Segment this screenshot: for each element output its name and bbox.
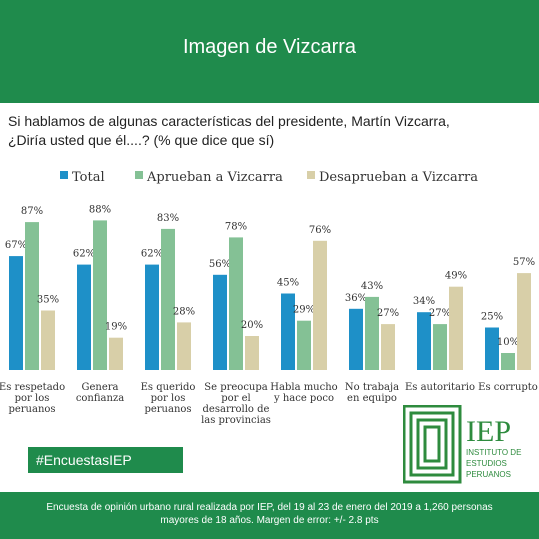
- data-label: 49%: [445, 271, 467, 282]
- category-label: Genera: [81, 382, 118, 393]
- footer-note: Encuesta de opinión urbano rural realiza…: [0, 492, 539, 539]
- bar: [213, 274, 227, 370]
- data-label: 45%: [277, 278, 299, 289]
- data-label: 87%: [21, 206, 43, 217]
- category-label: las provincias: [201, 415, 271, 426]
- bar: [109, 337, 123, 370]
- bar: [365, 296, 379, 370]
- legend-label: Desaprueban a Vizcarra: [319, 170, 478, 185]
- logo-sub-3: PERUANOS: [466, 470, 511, 479]
- data-label: 83%: [157, 213, 179, 224]
- bar: [313, 240, 327, 370]
- bar: [501, 353, 515, 370]
- data-label: 67%: [5, 240, 27, 251]
- logo-maze-icon: [403, 405, 462, 484]
- question-text: Si hablamos de algunas características d…: [8, 112, 533, 150]
- data-label: 62%: [141, 249, 163, 260]
- iep-logo: IEP INSTITUTO DE ESTUDIOS PERUANOS: [403, 405, 521, 484]
- data-label: 10%: [497, 337, 519, 348]
- category-label: No trabaja: [345, 382, 399, 393]
- page-title: Imagen de Vizcarra: [182, 36, 357, 58]
- category-label: por el: [221, 393, 251, 404]
- data-label: 78%: [225, 221, 247, 232]
- category-label: Habla mucho: [270, 382, 337, 393]
- bar: [349, 308, 363, 370]
- bar: [161, 228, 175, 370]
- bar: [25, 222, 39, 370]
- data-label: 88%: [89, 204, 111, 215]
- data-label: 35%: [37, 295, 59, 306]
- bar: [417, 312, 431, 370]
- bar: [449, 286, 463, 370]
- footer-line-2: mayores de 18 años. Margen de error: +/-…: [160, 515, 379, 526]
- bar: [433, 324, 447, 370]
- bar: [297, 320, 311, 370]
- bar: [93, 220, 107, 370]
- bar: [229, 237, 243, 370]
- legend-swatch: [60, 171, 68, 179]
- category-label: y hace poco: [273, 393, 334, 404]
- data-label: 20%: [241, 320, 263, 331]
- question-line-1: Si hablamos de algunas características d…: [8, 113, 450, 129]
- data-label: 25%: [481, 312, 503, 323]
- category-label: Es corrupto: [478, 382, 538, 393]
- legend-swatch: [307, 171, 315, 179]
- data-label: 28%: [173, 306, 195, 317]
- legend-label: Total: [72, 170, 105, 185]
- bar: [77, 264, 91, 370]
- data-label: 36%: [345, 293, 367, 304]
- category-label: Es respetado: [0, 382, 65, 393]
- hashtag-label: #EncuestasIEP: [28, 447, 183, 473]
- logo-sub-2: ESTUDIOS: [466, 459, 507, 468]
- bar: [41, 310, 55, 370]
- bar: [245, 336, 259, 370]
- category-label: confianza: [76, 393, 124, 404]
- logo-sub-1: INSTITUTO DE: [466, 448, 521, 457]
- data-label: 27%: [377, 308, 399, 319]
- bar: [381, 324, 395, 370]
- category-label: Es querido: [141, 382, 196, 393]
- bar: [517, 273, 531, 370]
- data-label: 57%: [513, 257, 535, 268]
- data-label: 43%: [361, 281, 383, 292]
- data-label: 29%: [293, 305, 315, 316]
- category-label: Es autoritario: [405, 382, 475, 393]
- category-label: peruanos: [8, 404, 55, 415]
- data-label: 19%: [105, 322, 127, 333]
- data-label: 34%: [413, 296, 435, 307]
- data-label: 76%: [309, 225, 331, 236]
- category-label: por los: [15, 393, 50, 404]
- bar-chart: Total Aprueban a Vizcarra Desaprueban a Vi…: [0, 170, 538, 426]
- category-label: en equipo: [347, 393, 397, 404]
- bar: [145, 264, 159, 370]
- header-banner: Imagen de Vizcarra: [0, 0, 539, 103]
- category-label: por los: [151, 393, 186, 404]
- legend-swatch: [135, 171, 143, 179]
- data-label: 27%: [429, 308, 451, 319]
- logo-text: IEP: [466, 415, 511, 448]
- question-line-2: ¿Diría usted que él....? (% que dice que…: [8, 132, 275, 148]
- bar: [9, 256, 23, 370]
- footer-line-1: Encuesta de opinión urbano rural realiza…: [46, 502, 493, 513]
- bar: [177, 322, 191, 370]
- legend-label: Aprueban a Vizcarra: [146, 170, 283, 185]
- bar: [281, 293, 295, 370]
- data-label: 62%: [73, 249, 95, 260]
- category-label: peruanos: [144, 404, 191, 415]
- category-label: Se preocupa: [204, 382, 268, 393]
- data-label: 56%: [209, 259, 231, 270]
- bar: [485, 327, 499, 370]
- category-label: desarrollo de: [203, 404, 270, 415]
